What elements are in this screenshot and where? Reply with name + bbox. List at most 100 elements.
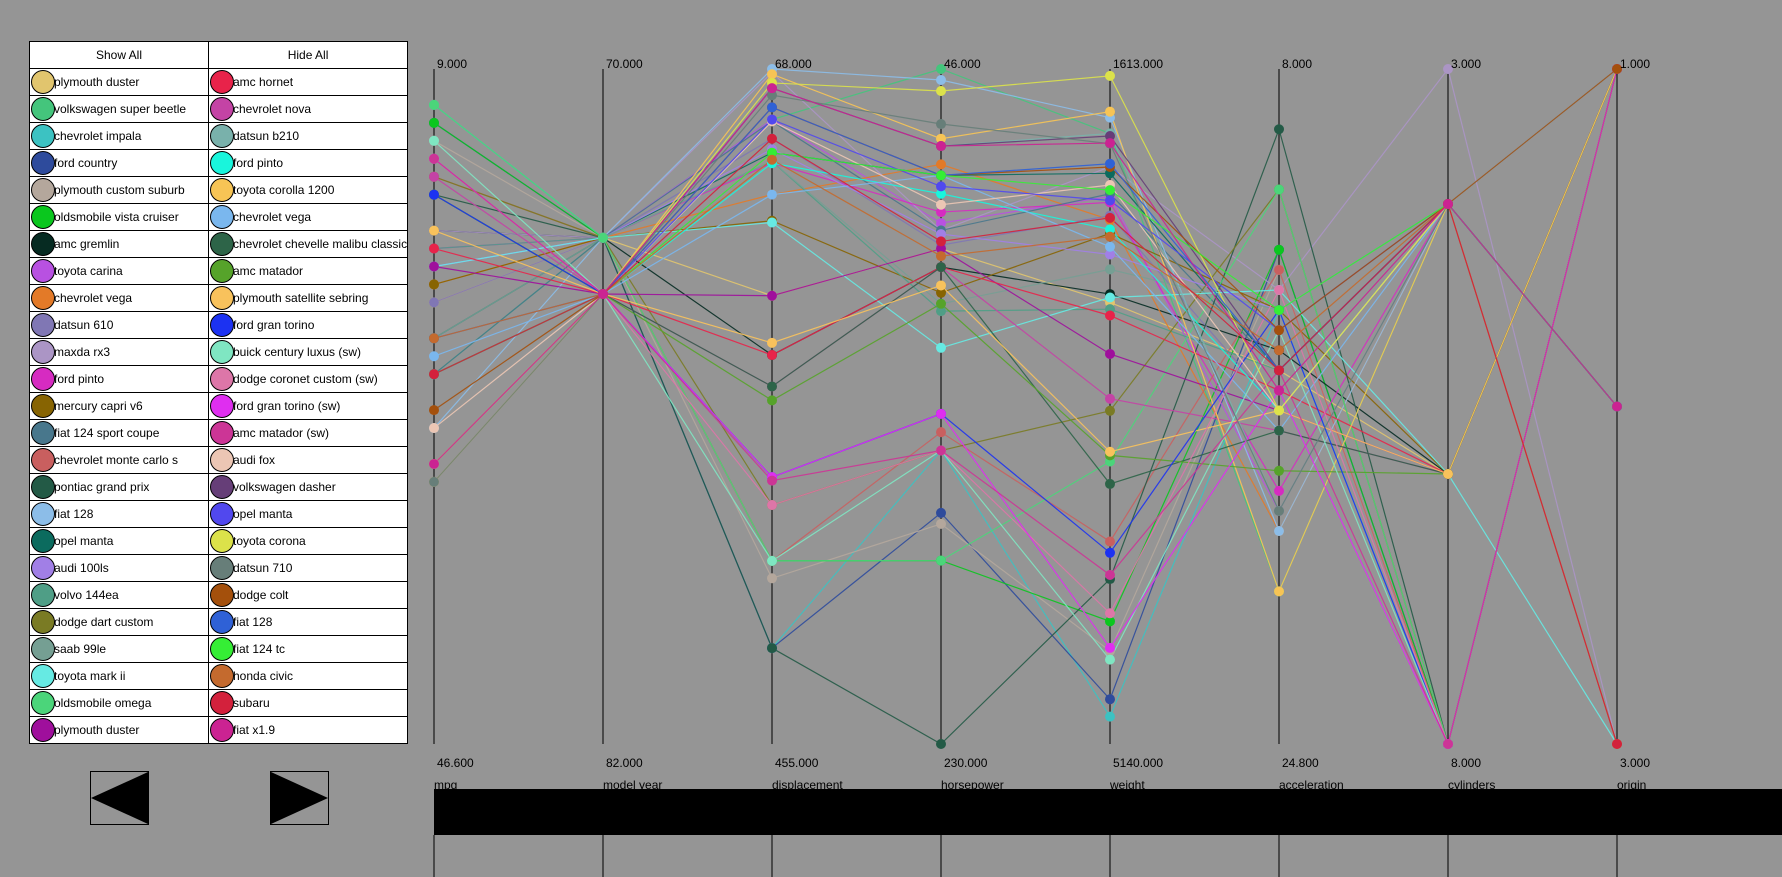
legend-item-right[interactable]: amc matador (sw) [207,419,409,447]
record-point[interactable] [429,279,439,290]
record-point[interactable] [936,445,946,456]
legend-item-left[interactable]: mercury capri v6 [29,392,209,420]
record-point[interactable] [936,342,946,353]
record-point[interactable] [936,181,946,192]
record-point[interactable] [1274,184,1284,195]
record-point[interactable] [1105,264,1115,275]
legend-item-left[interactable]: saab 99le [29,635,209,663]
record-line[interactable] [433,68,1618,746]
record-point[interactable] [1274,405,1284,416]
record-line[interactable] [433,68,1618,747]
record-point[interactable] [767,69,777,80]
record-point[interactable] [936,236,946,247]
record-point[interactable] [767,475,777,486]
record-point[interactable] [1105,106,1115,117]
legend-item-left[interactable]: opel manta [29,527,209,555]
record-point[interactable] [429,476,439,487]
record-point[interactable] [1105,446,1115,457]
record-point[interactable] [1274,325,1284,336]
record-point[interactable] [1105,224,1115,235]
record-point[interactable] [936,287,946,298]
legend-item-left[interactable]: toyota carina [29,257,209,285]
record-point[interactable] [767,189,777,200]
legend-item-left[interactable]: fiat 128 [29,500,209,528]
record-point[interactable] [767,90,777,101]
record-point[interactable] [429,135,439,146]
record-line[interactable] [433,68,1618,475]
record-point[interactable] [429,369,439,380]
record-point[interactable] [1274,586,1284,597]
horizontal-scrollbar[interactable] [434,789,1782,835]
record-point[interactable] [1105,616,1115,627]
record-point[interactable] [429,153,439,164]
record-line[interactable] [433,68,1618,747]
record-point[interactable] [429,171,439,182]
record-line[interactable] [433,68,1618,485]
record-line[interactable] [433,120,1618,429]
record-point[interactable] [1105,310,1115,321]
record-point[interactable] [1105,642,1115,653]
record-line[interactable] [433,68,1618,412]
record-point[interactable] [1274,264,1284,275]
record-point[interactable] [1612,739,1622,749]
record-point[interactable] [936,427,946,438]
record-point[interactable] [1105,212,1115,223]
record-point[interactable] [936,159,946,170]
record-point[interactable] [936,739,946,749]
record-point[interactable] [1274,305,1284,316]
record-point[interactable] [429,405,439,416]
legend-item-right[interactable]: volkswagen dasher [207,473,409,501]
legend-item-right[interactable]: opel manta [207,500,409,528]
record-line[interactable] [433,68,1618,432]
record-point[interactable] [767,290,777,301]
record-line[interactable] [433,68,1618,493]
record-line[interactable] [433,68,1618,747]
record-point[interactable] [767,395,777,406]
record-point[interactable] [936,306,946,317]
previous-page-button[interactable] [90,771,149,825]
record-point[interactable] [936,251,946,262]
record-point[interactable] [936,170,946,181]
record-point[interactable] [936,199,946,210]
record-line[interactable] [433,87,1618,407]
legend-item-right[interactable]: chevrolet chevelle malibu classic [207,230,409,258]
record-point[interactable] [429,351,439,362]
legend-item-right[interactable]: datsun 710 [207,554,409,582]
record-line[interactable] [433,68,1618,747]
record-point[interactable] [936,229,946,240]
record-point[interactable] [936,141,946,152]
record-point[interactable] [767,147,777,158]
record-point[interactable] [598,289,608,299]
legend-item-left[interactable]: datsun 610 [29,311,209,339]
legend-item-right[interactable]: ford gran torino [207,311,409,339]
record-line[interactable] [433,68,1618,747]
record-point[interactable] [936,133,946,144]
record-point[interactable] [936,280,946,291]
record-point[interactable] [429,333,439,344]
record-point[interactable] [1274,505,1284,516]
record-point[interactable] [767,133,777,144]
record-point[interactable] [1105,536,1115,547]
record-line[interactable] [433,68,1618,411]
legend-item-right[interactable]: dodge coronet custom (sw) [207,365,409,393]
record-point[interactable] [1612,401,1622,412]
record-line[interactable] [433,138,1618,745]
record-point[interactable] [1105,249,1115,260]
record-point[interactable] [767,573,777,584]
record-point[interactable] [1105,231,1115,242]
record-point[interactable] [1105,694,1115,705]
legend-item-right[interactable]: subaru [207,689,409,717]
record-point[interactable] [1274,345,1284,356]
record-point[interactable] [598,232,608,243]
record-point[interactable] [936,119,946,130]
record-line[interactable] [433,152,1618,407]
record-point[interactable] [1105,130,1115,141]
record-point[interactable] [1443,739,1453,749]
record-point[interactable] [767,381,777,392]
record-point[interactable] [1105,158,1115,169]
record-point[interactable] [1612,64,1622,74]
record-point[interactable] [936,207,946,218]
record-line[interactable] [433,158,1618,745]
record-point[interactable] [1274,365,1284,376]
legend-item-right[interactable]: audi fox [207,446,409,474]
